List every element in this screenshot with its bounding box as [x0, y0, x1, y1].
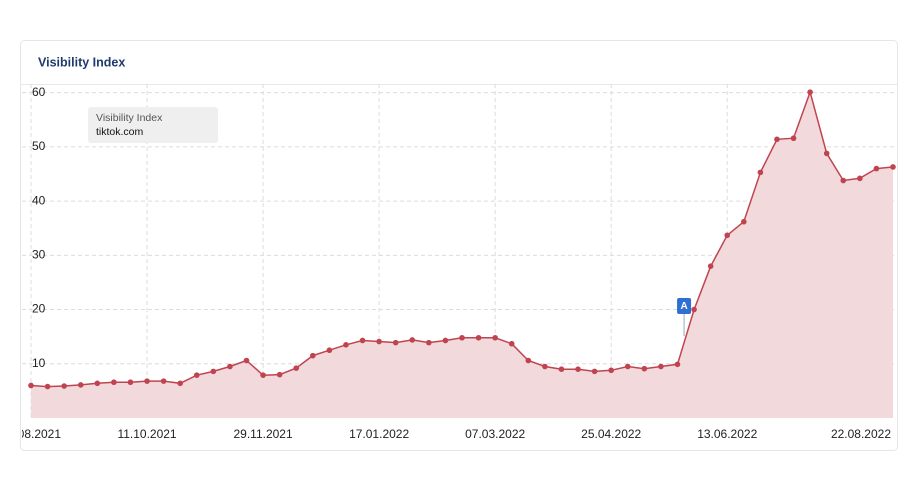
legend-entry: tiktok.com: [96, 126, 144, 138]
point: [276, 371, 283, 378]
point: [591, 368, 598, 375]
y-tick-label: 10: [32, 356, 46, 370]
point: [790, 135, 797, 142]
point: [757, 169, 764, 176]
point: [193, 372, 200, 378]
point: [293, 365, 300, 371]
point: [542, 363, 548, 370]
point: [608, 367, 614, 374]
card: [20, 40, 898, 451]
x-tick-label: 23.08.2021: [1, 427, 61, 441]
point: [426, 339, 432, 346]
point: [94, 380, 101, 387]
x-tick-label: 29.11.2021: [233, 427, 292, 441]
point: [111, 379, 117, 386]
x-tick-label: 17.01.2022: [349, 427, 409, 441]
point: [376, 338, 382, 345]
point: [508, 340, 515, 347]
chart-title: Visibility Index: [38, 55, 125, 69]
point: [525, 357, 532, 364]
point: [741, 218, 747, 225]
point: [343, 342, 349, 348]
point: [840, 177, 847, 184]
point: [724, 232, 731, 239]
x-tick-label: 07.03.2022: [465, 427, 525, 441]
y-tick-label: 20: [32, 302, 46, 316]
x-axis: 23.08.2021 11.10.2021 29.11.2021 17.01.2022…: [1, 427, 891, 441]
point: [409, 337, 416, 343]
point: [459, 334, 465, 341]
y-tick-label: 50: [32, 139, 46, 153]
point: [210, 368, 217, 375]
point: [707, 263, 714, 269]
point: [243, 357, 250, 364]
point: [807, 89, 813, 95]
plot: [22, 84, 897, 418]
point: [674, 361, 681, 368]
y-tick-label: 60: [32, 85, 46, 99]
point: [475, 334, 482, 341]
point: [558, 366, 565, 373]
point: [575, 366, 581, 373]
x-tick-label: 22.08.2022: [831, 427, 891, 441]
area: [31, 92, 893, 418]
point: [127, 379, 134, 386]
point: [260, 372, 266, 378]
point: [774, 136, 780, 143]
x-tick-label: 11.10.2021: [117, 427, 176, 441]
point: [641, 365, 648, 372]
point: [160, 378, 167, 384]
overlay: 10 20 30 40 50 60 A Visibility Index tiktok.com: [32, 85, 692, 370]
point: [857, 175, 863, 182]
x-tick-label: 25.04.2022: [581, 427, 641, 441]
point: [492, 334, 498, 341]
point: [310, 352, 316, 359]
point: [873, 165, 880, 172]
point: [77, 382, 84, 388]
point: [177, 380, 183, 387]
point: [28, 382, 34, 389]
point: [44, 383, 51, 390]
legend-box: [88, 107, 218, 143]
y-tick-label: 30: [32, 248, 46, 262]
point: [823, 150, 830, 157]
point: [890, 164, 896, 170]
legend-title: Visibility Index: [96, 112, 163, 124]
point: [624, 363, 631, 370]
x-tick-label: 13.06.2022: [697, 427, 757, 441]
annotation-flag: [677, 298, 692, 314]
point: [359, 337, 366, 344]
point: [658, 363, 664, 370]
y-tick-label: 40: [32, 193, 46, 207]
point: [61, 383, 67, 389]
point: [442, 337, 449, 344]
point: [691, 306, 697, 313]
point: [227, 363, 233, 370]
point: [326, 347, 333, 354]
point: [144, 378, 150, 384]
point: [392, 339, 399, 346]
annotation-label: A: [680, 301, 687, 312]
